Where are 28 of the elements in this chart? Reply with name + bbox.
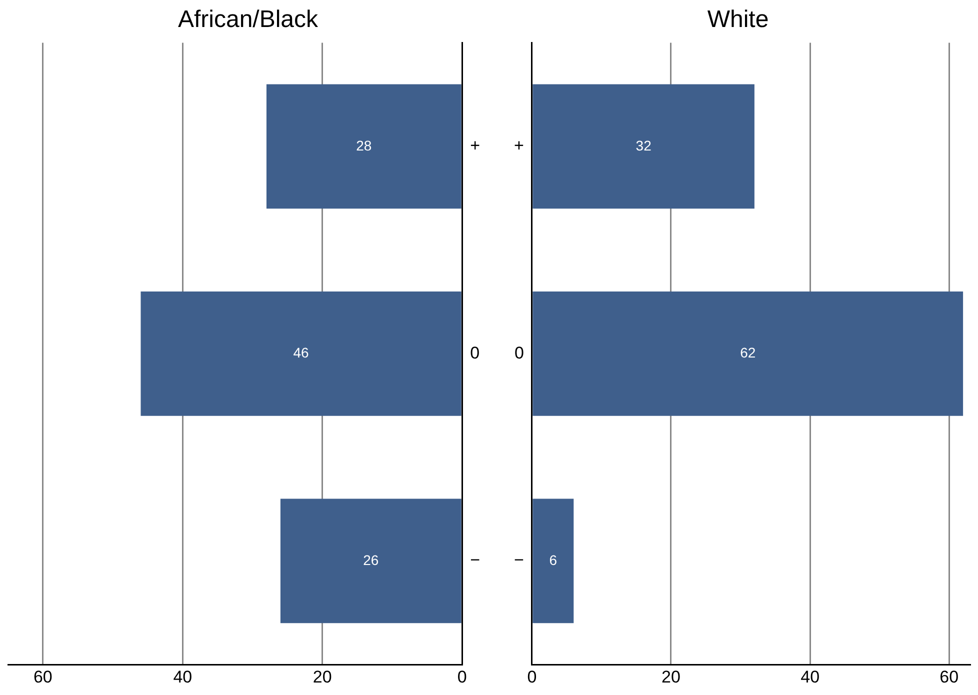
data-label: 62 xyxy=(740,344,756,361)
y-tick-label: + xyxy=(514,136,524,156)
chart-title: African/Black xyxy=(178,6,320,34)
bar xyxy=(140,292,462,416)
x-tick-label: 40 xyxy=(173,667,192,686)
x-tick-label: 0 xyxy=(457,667,467,686)
data-label: 26 xyxy=(363,552,379,568)
bar xyxy=(266,84,462,209)
x-tick-label: 20 xyxy=(312,667,332,686)
data-label: 6 xyxy=(549,552,558,568)
bar xyxy=(532,498,574,624)
data-label: 28 xyxy=(356,137,372,154)
x-tick-label: 60 xyxy=(940,667,959,686)
y-tick-label: − xyxy=(514,550,524,570)
x-tick-label: 20 xyxy=(662,667,680,686)
bar xyxy=(532,292,964,416)
data-label: 32 xyxy=(636,137,652,154)
x-tick-label: 40 xyxy=(800,667,820,686)
y-tick-label: + xyxy=(470,136,480,156)
bar xyxy=(280,498,462,624)
y-tick-label: 0 xyxy=(470,343,480,362)
y-tick-label: − xyxy=(470,550,480,570)
data-label: 46 xyxy=(293,344,310,361)
x-tick-label: 0 xyxy=(527,667,537,686)
bar xyxy=(532,84,754,209)
y-tick-label: 0 xyxy=(514,343,524,362)
chart-title: White xyxy=(707,6,769,34)
x-tick-label: 60 xyxy=(33,667,52,686)
